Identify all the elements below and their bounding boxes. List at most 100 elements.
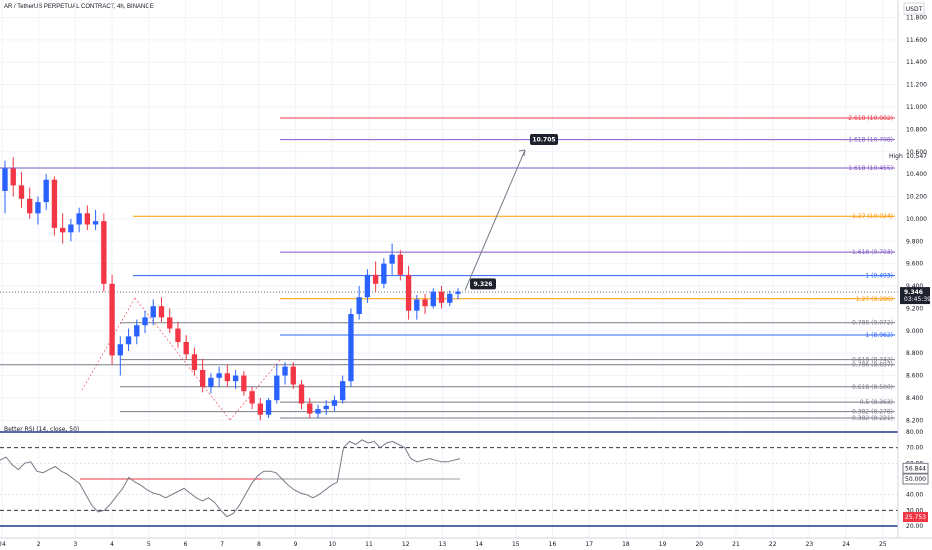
rsi-current-value: 56.844 — [905, 465, 926, 472]
time-tick: 17 — [585, 541, 593, 548]
candle-body — [109, 283, 115, 356]
candle-body — [232, 375, 239, 382]
candle-body — [315, 409, 321, 414]
candle-body — [397, 254, 404, 275]
zigzag-segment — [134, 297, 231, 421]
candle-body — [340, 381, 346, 401]
time-tick: 15 — [512, 541, 520, 548]
rsi-mid-value: 50.000 — [905, 476, 926, 483]
price-tick: 8.600 — [906, 373, 923, 380]
price-tick: 9.600 — [906, 261, 923, 268]
fib-level-label: 0.618 (8.500) — [852, 384, 893, 391]
candle-body — [249, 391, 255, 404]
fib-levels[interactable]: 2.618 (10.902) 1.618 (10.708) 1.618 (10.45… — [0, 115, 898, 422]
price-tick: 10.000 — [906, 216, 927, 223]
candle-body — [224, 373, 231, 382]
candle-body — [405, 274, 412, 311]
currency-label: USDT — [906, 6, 923, 13]
candle-body — [290, 366, 296, 385]
rsi-title: Better RSI (14, close, 50) — [4, 426, 79, 433]
time-tick: 12 — [402, 541, 410, 548]
candle-body — [208, 377, 214, 387]
candle-body — [43, 179, 49, 203]
time-tick: 24 — [842, 541, 850, 548]
time-tick: 8 — [257, 541, 261, 548]
candle-body — [356, 297, 362, 315]
zigzag-segment — [229, 359, 281, 421]
rsi-tick: 70.00 — [906, 445, 923, 452]
time-tick: 19 — [659, 541, 667, 548]
price-tick: 11.400 — [906, 59, 927, 66]
chart-title: AR / TetherUS PERPETUAL CONTRACT, 4h, BI… — [4, 4, 154, 10]
candle-body — [51, 179, 58, 228]
candle-body — [125, 336, 132, 345]
candle-body — [364, 274, 371, 298]
rsi-current-tag — [902, 462, 929, 474]
rsi-pane: Better RSI (14, close, 50) — [0, 426, 898, 527]
candle-body — [274, 375, 280, 401]
candle-body — [389, 254, 395, 264]
price-tick: 11.200 — [906, 82, 927, 89]
time-tick: 3 — [73, 541, 77, 548]
candle-body — [372, 274, 379, 284]
fib-level-label: 1.618 (10.455) — [848, 165, 893, 172]
projection-to-label: 10.705 — [532, 137, 555, 144]
time-tick: 10 — [328, 541, 336, 548]
fib-level-label: 0.618 (8.742) — [852, 357, 893, 364]
rsi-line — [0, 439, 461, 518]
price-tick: 9.000 — [906, 328, 923, 335]
time-tick: 21 — [732, 541, 740, 548]
candle-body — [68, 224, 74, 233]
price-tick: 11.000 — [906, 104, 927, 111]
candle-body — [430, 291, 436, 307]
candle-body — [422, 299, 428, 307]
price-tick: 8.800 — [906, 350, 923, 357]
time-tick: 14 — [475, 541, 483, 548]
candle-body — [183, 341, 189, 355]
fib-level-label: 1 (8.962) — [865, 332, 893, 339]
rsi-tick: 40.00 — [906, 492, 923, 499]
projection-line — [464, 149, 526, 291]
candle-body — [455, 291, 461, 294]
price-tick: 9.800 — [906, 238, 923, 245]
candle-body — [414, 299, 420, 311]
rsi-low-tag — [903, 511, 928, 522]
fib-level-label: 0.786 (8.697) — [852, 362, 893, 369]
candle-body — [348, 314, 354, 382]
time-tick: 11 — [365, 541, 373, 548]
projection-to-tag — [530, 134, 558, 146]
rsi-mid-tag — [902, 473, 929, 485]
rsi-tick: 20.00 — [906, 523, 923, 530]
candle-body — [438, 291, 445, 303]
price-tick: 10.200 — [906, 194, 927, 201]
candle-body — [84, 213, 91, 225]
last-price-value: 9.346 — [904, 289, 923, 296]
time-tick: 9 — [294, 541, 298, 548]
projection-from-tag — [470, 278, 496, 290]
fib-level-label: 1.618 (10.708) — [848, 137, 893, 144]
candle-body — [265, 400, 272, 415]
zigzag-lines — [81, 297, 281, 421]
high-value: 10.547 — [906, 153, 927, 160]
time-tick: 20 — [695, 541, 703, 548]
grid — [0, 0, 898, 538]
candle-body — [35, 202, 41, 214]
price-tick: 9.400 — [906, 283, 923, 290]
time-tick: 16 — [549, 541, 557, 548]
rsi-tick: 80.00 — [906, 429, 923, 436]
price-tick: 10.400 — [906, 171, 927, 178]
time-tick: 4 — [110, 541, 114, 548]
projection-from-label: 9.326 — [474, 281, 493, 288]
candle-body — [331, 400, 338, 406]
candle-body — [18, 185, 25, 199]
fib-level-label: 0.5 (8.363) — [860, 399, 893, 406]
candle-body — [142, 317, 148, 326]
time-tick: 5 — [147, 541, 151, 548]
candle-body — [10, 168, 16, 186]
candle-body — [191, 354, 198, 370]
candles — [2, 157, 461, 421]
projection-arrow[interactable]: 9.326 10.705 — [464, 134, 558, 291]
fib-level-label: 0.786 (9.072) — [852, 320, 893, 327]
